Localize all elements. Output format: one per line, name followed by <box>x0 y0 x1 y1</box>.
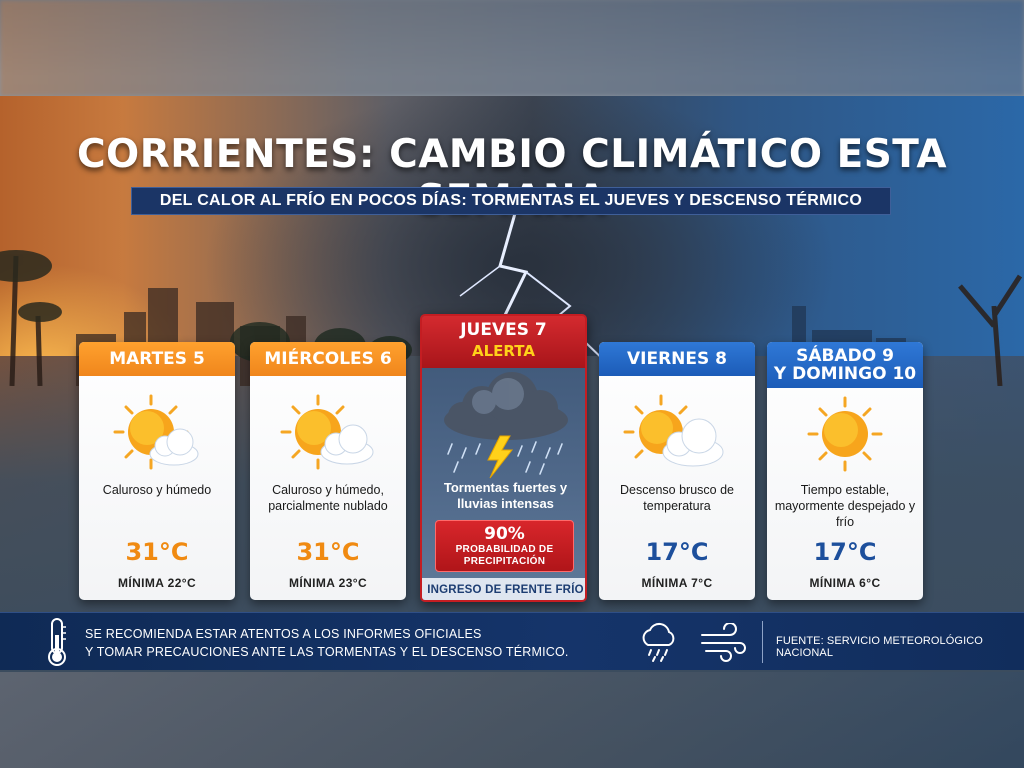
card-max-temperature: 17°C <box>813 538 877 566</box>
recommendation-bar: SE RECOMIENDA ESTAR ATENTOS A LOS INFORM… <box>0 612 1024 670</box>
card-day-label: VIERNES 8 <box>599 342 755 376</box>
alert-description: Tormentas fuertes y lluvias intensas <box>443 480 568 511</box>
page-title: CORRIENTES: CAMBIO CLIMÁTICO ESTA SEMANA <box>76 132 948 222</box>
forecast-card-jueves-alert: JUEVES 7 ALERTA Tormentas fuertes y lluv… <box>420 314 587 602</box>
alert-header: JUEVES 7 ALERTA <box>422 316 585 368</box>
sun-cloud-icon <box>280 394 374 470</box>
card-max-temperature: 17°C <box>645 538 709 566</box>
rain-cloud-icon <box>642 622 675 662</box>
precipitation-percent: 90% <box>484 524 525 544</box>
card-min-temperature: MÍNIMA 22°C <box>117 576 197 590</box>
card-day-label: SÁBADO 9 Y DOMINGO 10 <box>767 342 923 388</box>
precipitation-probability-box: 90% PROBABILIDAD DE PRECIPITACIÓN <box>435 520 574 572</box>
forecast-card-viernes: VIERNES 8 Descenso brusco de temperatura… <box>599 342 755 600</box>
sun-icon <box>807 396 883 472</box>
forecast-card-sabado-domingo: SÁBADO 9 Y DOMINGO 10 Tiempo estable, ma… <box>767 342 923 600</box>
card-description: Tiempo estable, mayormente despejado y f… <box>774 483 916 529</box>
bar-divider <box>762 621 763 663</box>
card-day-line1: SÁBADO 9 <box>796 346 894 366</box>
wind-icon <box>701 623 746 662</box>
card-day-line2: Y DOMINGO 10 <box>773 364 917 384</box>
card-description: Caluroso y húmedo, parcialmente nublado <box>268 483 388 513</box>
card-day-label: MARTES 5 <box>79 342 235 376</box>
card-description: Caluroso y húmedo <box>102 483 212 497</box>
alert-label: ALERTA <box>472 342 535 360</box>
recommendation-line-1: SE RECOMIENDA ESTAR ATENTOS A LOS INFORM… <box>85 627 482 641</box>
alert-day-label: JUEVES 7 <box>460 320 547 340</box>
sun-cloud-icon <box>113 394 199 470</box>
blurred-top-backdrop <box>0 0 1024 96</box>
source-credit: FUENTE: SERVICIO METEOROLÓGICO NACIONAL <box>776 635 983 659</box>
card-description: Descenso brusco de temperatura <box>620 483 734 513</box>
recommendation-text: SE RECOMIENDA ESTAR ATENTOS A LOS INFORM… <box>85 625 569 661</box>
card-min-temperature: MÍNIMA 23°C <box>288 576 368 590</box>
blurred-bottom-backdrop <box>0 672 1024 768</box>
alert-footer: INGRESO DE FRENTE FRÍO <box>422 578 585 600</box>
card-max-temperature: 31°C <box>296 538 360 566</box>
forecast-card-miercoles: MIÉRCOLES 6 Caluroso y húmedo, parcialme… <box>250 342 406 600</box>
storm-cloud-icon <box>444 372 568 479</box>
thermometer-icon <box>48 618 66 666</box>
recommendation-line-2: Y TOMAR PRECAUCIONES ANTE LAS TORMENTAS … <box>85 645 569 659</box>
subtitle-banner: DEL CALOR AL FRÍO EN POCOS DÍAS: TORMENT… <box>131 187 891 215</box>
forecast-card-martes: MARTES 5 Caluroso y húmedo 31°C MÍNIMA 2… <box>79 342 235 600</box>
card-max-temperature: 31°C <box>125 538 189 566</box>
card-min-temperature: MÍNIMA 7°C <box>641 576 713 590</box>
card-min-temperature: MÍNIMA 6°C <box>809 576 881 590</box>
card-day-label: MIÉRCOLES 6 <box>250 342 406 376</box>
sun-cloud-icon <box>623 394 724 467</box>
precipitation-label: PROBABILIDAD DE PRECIPITACIÓN <box>455 544 554 567</box>
